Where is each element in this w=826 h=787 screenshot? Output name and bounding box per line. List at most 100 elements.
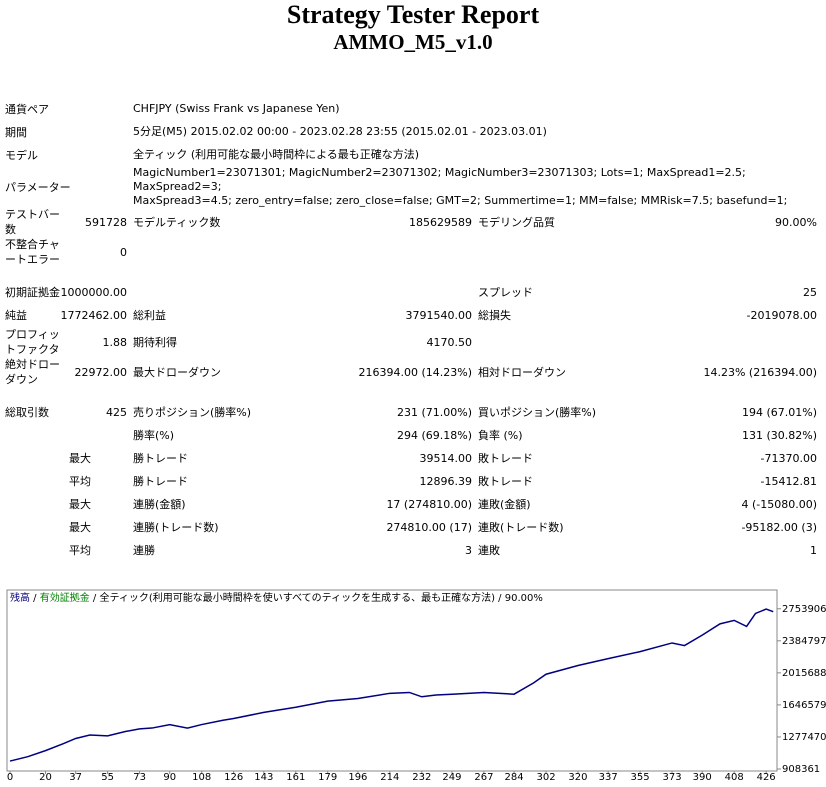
- legend: 残高 / 有効証拠金 / 全ティック(利用可能な最小時間枠を使いすべてのティック…: [10, 591, 543, 604]
- stat-value: 1000000.00: [60, 286, 127, 299]
- stat-label: プロフィットファクタ: [5, 328, 60, 356]
- stat-value: [648, 327, 817, 357]
- stat-label: [133, 237, 303, 267]
- stat-value: 591728: [85, 215, 127, 229]
- y-tick-label: 1277470: [782, 732, 826, 743]
- stat-value: 39514.00: [419, 452, 473, 465]
- stat-value: 90.00%: [775, 215, 817, 229]
- stat-value: 25: [803, 286, 817, 299]
- info-row: 通貨ペア CHFJPY (Swiss Frank vs Japanese Yen): [5, 97, 821, 120]
- x-tick-label: 126: [224, 772, 243, 783]
- stat-value: 22972.00: [74, 365, 128, 379]
- stat-label: 連勝(金額): [133, 498, 186, 511]
- info-label: パラメーター: [5, 181, 71, 194]
- stat-label: 勝率(%): [133, 429, 175, 442]
- stat-value: 最大: [69, 498, 91, 511]
- stat-label: 敗トレード: [478, 452, 533, 465]
- x-tick-label: 73: [133, 772, 146, 783]
- info-row: モデル 全ティック (利用可能な最小時間枠による最も正確な方法): [5, 143, 821, 166]
- stat-value: 4170.50: [426, 335, 473, 349]
- stat-value: [303, 237, 472, 267]
- report-title: Strategy Tester Report: [286, 0, 540, 29]
- y-tick-label: 2753906: [782, 604, 826, 615]
- stat-value: 最大: [69, 521, 91, 534]
- stat-value: 17 (274810.00): [386, 498, 472, 511]
- legend-item: 全ティック(利用可能な最小時間枠を使いすべてのティックを生成する、最も正確な方法…: [99, 591, 495, 604]
- y-tick-label: 2384797: [782, 636, 826, 647]
- x-tick-label: 55: [101, 772, 114, 783]
- x-tick-label: 284: [505, 772, 524, 783]
- info-line: MagicNumber1=23071301; MagicNumber2=2307…: [133, 166, 746, 193]
- info-value: CHFJPY (Swiss Frank vs Japanese Yen): [133, 102, 821, 116]
- x-tick-label: 408: [725, 772, 744, 783]
- info-label: モデル: [5, 148, 38, 162]
- stat-value: [69, 424, 127, 447]
- stat-label: [133, 281, 303, 304]
- x-tick-label: 214: [380, 772, 399, 783]
- x-tick-label: 232: [412, 772, 431, 783]
- stat-label: 最大ドローダウン: [133, 365, 221, 379]
- stat-label: 勝トレード: [133, 475, 188, 488]
- stat-label: 連敗: [478, 544, 500, 557]
- stat-value: 425: [106, 406, 127, 419]
- x-tick-label: 196: [348, 772, 367, 783]
- stat-label: 連敗(金額): [478, 498, 531, 511]
- info-table: 通貨ペア CHFJPY (Swiss Frank vs Japanese Yen)…: [5, 97, 821, 208]
- stat-label: [5, 470, 69, 493]
- stat-label: [5, 516, 69, 539]
- stat-value: 0: [120, 245, 127, 259]
- x-tick-label: 390: [693, 772, 712, 783]
- stat-value: 1.88: [102, 335, 128, 349]
- stat-label: [5, 447, 69, 470]
- stat-label: 連敗(トレード数): [478, 521, 564, 534]
- stat-value: 平均: [69, 475, 91, 488]
- x-tick-label: 302: [536, 772, 555, 783]
- stat-label: 敗トレード: [478, 475, 533, 488]
- stat-label: 期待利得: [133, 335, 177, 349]
- x-tick-label: 37: [69, 772, 82, 783]
- stat-label: [478, 237, 648, 267]
- stat-label: 総利益: [133, 309, 166, 322]
- info-line: MaxSpread3=4.5; zero_entry=false; zero_c…: [133, 194, 788, 207]
- y-tick-label: 2015688: [782, 668, 826, 679]
- stat-label: [478, 327, 648, 357]
- stat-value: 131 (30.82%): [741, 429, 817, 442]
- x-tick-label: 179: [318, 772, 337, 783]
- legend-item: 90.00%: [505, 593, 543, 604]
- stat-value: 1: [810, 544, 817, 557]
- x-tick-label: 0: [7, 772, 13, 783]
- stat-label: モデルティック数: [133, 215, 221, 229]
- x-tick-label: 20: [39, 772, 52, 783]
- y-tick-label: 1646579: [782, 700, 826, 711]
- x-tick-label: 355: [631, 772, 650, 783]
- info-row: パラメーター MagicNumber1=23071301; MagicNumber…: [5, 166, 821, 208]
- legend-sep: /: [30, 593, 40, 604]
- stat-label: 初期証拠金: [5, 286, 60, 299]
- stat-value: -2019078.00: [746, 309, 817, 322]
- x-tick-label: 267: [474, 772, 493, 783]
- stat-label: スプレッド: [478, 286, 533, 299]
- stat-value: 3791540.00: [405, 309, 472, 322]
- x-tick-label: 373: [663, 772, 682, 783]
- stat-label: [5, 493, 69, 516]
- info-row: 期間 5分足(M5) 2015.02.02 00:00 - 2023.02.28 …: [5, 120, 821, 143]
- stat-label: モデリング品質: [478, 215, 555, 229]
- stat-label: 連勝: [133, 544, 155, 557]
- stat-value: -15412.81: [760, 475, 817, 488]
- info-label: 通貨ペア: [5, 102, 49, 116]
- info-line: 全ティック (利用可能な最小時間枠による最も正確な方法): [133, 147, 420, 161]
- stat-value: 3: [465, 544, 472, 557]
- info-line: CHFJPY (Swiss Frank vs Japanese Yen): [133, 101, 340, 115]
- info-value: 全ティック (利用可能な最小時間枠による最も正確な方法): [133, 148, 821, 162]
- stat-label: 不整合チャートエラー: [5, 238, 60, 266]
- stat-label: 勝トレード: [133, 452, 188, 465]
- stat-label: 連勝(トレード数): [133, 521, 219, 534]
- stat-label: 買いポジション(勝率%): [478, 406, 597, 419]
- stat-label: 総損失: [478, 309, 511, 322]
- info-value: 5分足(M5) 2015.02.02 00:00 - 2023.02.28 23…: [133, 125, 821, 139]
- stat-value: 平均: [69, 544, 91, 557]
- x-tick-label: 426: [757, 772, 776, 783]
- stat-label: 総取引数: [5, 406, 49, 419]
- stats-table: テストバー数 591728 モデルティック数 185629589 モデリング品質 90.0…: [5, 207, 817, 562]
